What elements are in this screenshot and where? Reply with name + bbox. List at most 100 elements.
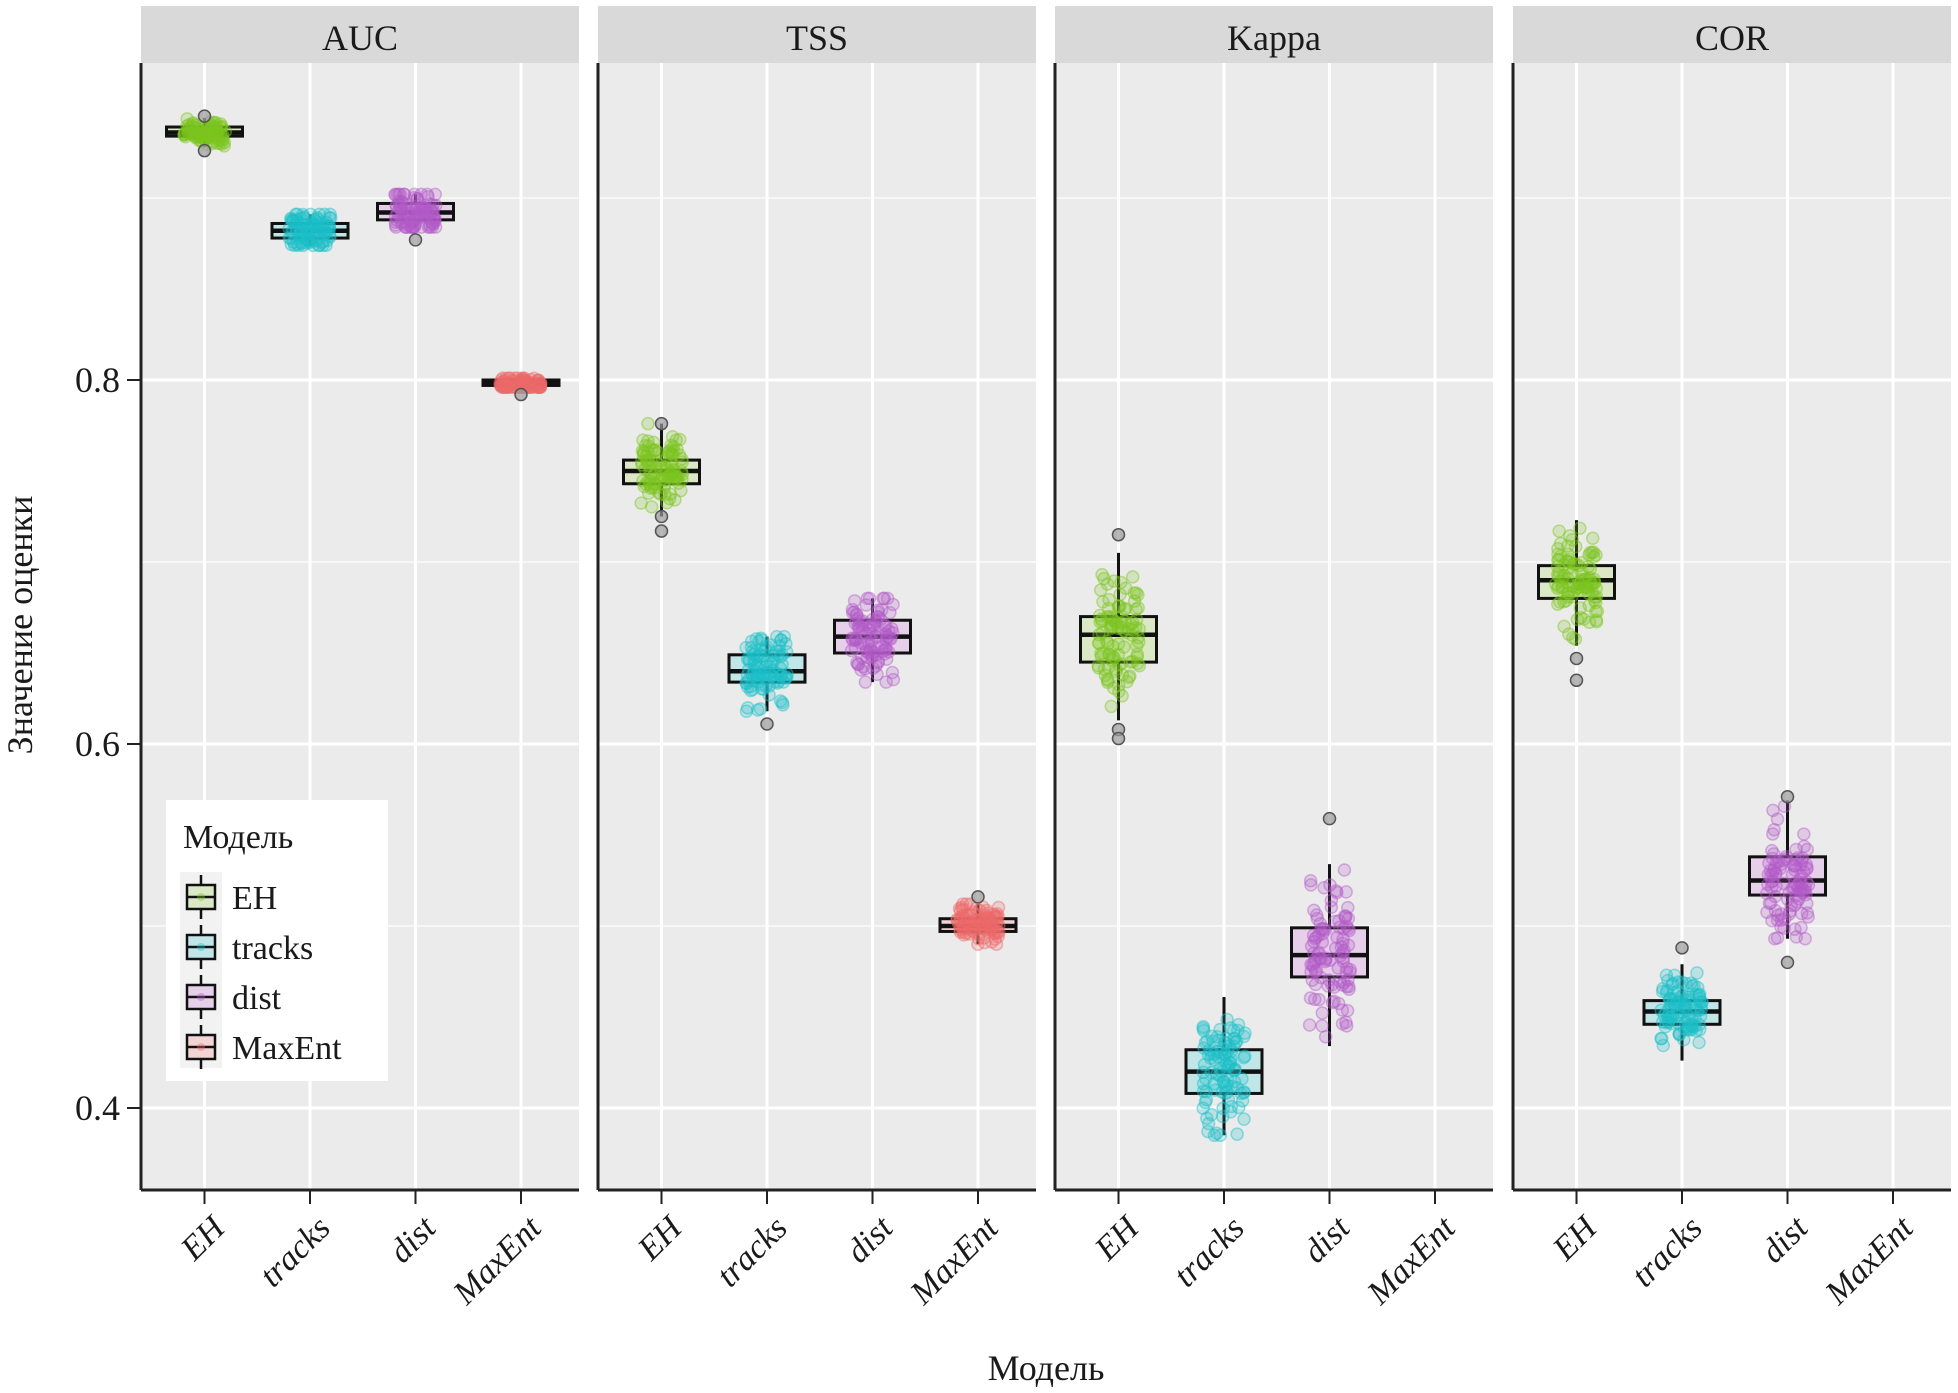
jitter-point	[636, 448, 651, 462]
jitter-point	[647, 481, 662, 495]
jitter-point	[848, 631, 862, 645]
jitter-point	[1206, 1034, 1220, 1048]
jitter-point	[306, 238, 320, 253]
jitter-point	[1315, 1019, 1329, 1033]
jitter-point	[533, 376, 548, 391]
jitter-point	[1130, 639, 1144, 653]
jitter-point	[869, 659, 883, 673]
jitter-point	[1122, 670, 1136, 685]
jitter-point	[1123, 669, 1137, 683]
jitter-point	[1102, 648, 1117, 662]
jitter-point	[1093, 583, 1108, 597]
jitter-point	[1131, 635, 1146, 649]
jitter-point	[419, 210, 433, 224]
jitter-point	[186, 117, 200, 131]
jitter-point	[1119, 581, 1133, 596]
jitter-point	[1798, 931, 1812, 946]
jitter-point	[988, 908, 1003, 923]
jitter-point	[428, 187, 442, 202]
jitter-point	[1671, 975, 1686, 989]
jitter-point	[406, 220, 420, 234]
jitter-point	[1309, 930, 1324, 945]
jitter-point	[503, 376, 517, 390]
jitter-point	[531, 373, 546, 387]
jitter-point	[1586, 550, 1601, 564]
jitter-point	[1801, 878, 1816, 892]
jitter-point	[1219, 1031, 1233, 1046]
jitter-point	[755, 668, 770, 682]
jitter-point	[656, 468, 670, 482]
jitter-point	[1791, 851, 1805, 865]
jitter-point	[1571, 577, 1585, 592]
jitter-point	[418, 208, 432, 222]
jitter-point	[666, 467, 680, 481]
jitter-point	[635, 458, 649, 472]
box-iqr	[1079, 615, 1158, 664]
jitter-point	[177, 127, 192, 142]
jitter-point	[647, 467, 662, 481]
jitter-point	[526, 376, 540, 391]
jitter-point	[1339, 909, 1353, 923]
jitter-point	[290, 212, 304, 227]
jitter-point	[1785, 881, 1800, 895]
jitter-point	[1663, 998, 1678, 1013]
jitter-point	[871, 655, 886, 670]
jitter-point	[1125, 570, 1140, 584]
jitter-point	[1231, 1100, 1246, 1115]
jitter-point	[1204, 1107, 1219, 1122]
jitter-point	[770, 629, 784, 644]
jitter-point	[397, 187, 412, 202]
jitter-point	[1235, 1072, 1249, 1086]
legend-key-point	[197, 893, 205, 901]
jitter-point	[1315, 927, 1330, 941]
jitter-point	[1306, 959, 1321, 974]
jitter-point	[1321, 979, 1335, 993]
jitter-point	[1112, 658, 1126, 672]
jitter-point	[1106, 613, 1121, 627]
jitter-point	[1340, 919, 1354, 934]
jitter-point	[183, 123, 197, 138]
jitter-point	[662, 470, 677, 485]
jitter-point	[305, 234, 319, 248]
jitter-point	[316, 222, 331, 237]
jitter-point	[1765, 874, 1780, 888]
jitter-point	[661, 469, 676, 484]
jitter-point	[296, 238, 310, 253]
jitter-point	[739, 704, 754, 718]
jitter-point	[290, 222, 304, 237]
jitter-point	[1800, 842, 1815, 857]
box-dist	[833, 591, 912, 689]
jitter-point	[983, 920, 998, 935]
jitter-point	[190, 125, 205, 139]
jitter-point	[319, 215, 334, 230]
jitter-point	[301, 233, 316, 248]
jitter-point	[1793, 884, 1807, 898]
jitter-point	[205, 125, 219, 140]
jitter-point	[1569, 557, 1583, 571]
jitter-point	[181, 123, 195, 138]
jitter-point	[743, 679, 758, 694]
jitter-point	[779, 670, 793, 685]
jitter-point	[1571, 558, 1586, 573]
jitter-point	[320, 233, 334, 248]
jitter-point	[317, 225, 331, 239]
jitter-point	[1766, 803, 1780, 818]
jitter-point	[1668, 998, 1682, 1012]
jitter-point	[774, 633, 789, 647]
jitter-point	[971, 937, 985, 951]
jitter-point	[1201, 1048, 1216, 1062]
jitter-point	[409, 209, 423, 224]
jitter-point	[393, 199, 408, 214]
jitter-point	[423, 218, 437, 232]
jitter-point	[747, 647, 762, 661]
jitter-point	[1678, 997, 1692, 1011]
jitter-point	[1798, 881, 1813, 895]
jitter-point	[218, 124, 233, 139]
jitter-point	[972, 928, 987, 942]
jitter-point	[214, 120, 228, 134]
jitter-point	[1238, 1049, 1252, 1063]
legend: Модель EH tracks dist MaxEnt	[166, 800, 388, 1081]
jitter-point	[531, 380, 546, 395]
box-tracks	[1184, 996, 1264, 1143]
jitter-point	[1562, 577, 1576, 591]
